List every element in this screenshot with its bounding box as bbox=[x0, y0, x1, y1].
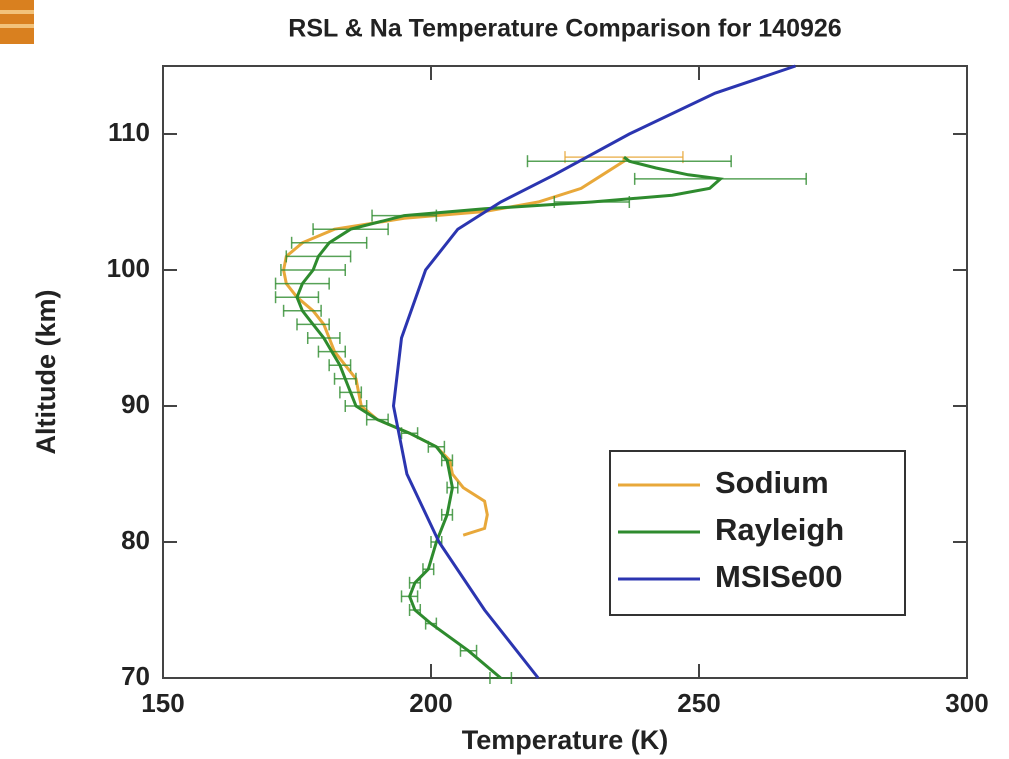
y-tick-label: 80 bbox=[121, 525, 150, 555]
x-tick-label: 250 bbox=[677, 688, 720, 718]
legend-label: MSISe00 bbox=[715, 559, 843, 594]
series-line bbox=[282, 157, 626, 537]
y-tick-label: 90 bbox=[121, 389, 150, 419]
y-tick-label: 100 bbox=[107, 253, 150, 283]
y-tick-label: 70 bbox=[121, 661, 150, 691]
logo-stripe bbox=[0, 10, 34, 14]
y-tick-label: 110 bbox=[108, 117, 150, 147]
x-tick-label: 150 bbox=[141, 688, 184, 718]
x-axis-label: Temperature (K) bbox=[462, 725, 669, 755]
logo-stripe bbox=[0, 24, 34, 28]
chart-title: RSL & Na Temperature Comparison for 1409… bbox=[288, 15, 841, 43]
x-tick-label: 200 bbox=[409, 688, 452, 718]
y-axis-label: Altitude (km) bbox=[31, 290, 61, 455]
series-line bbox=[391, 64, 796, 679]
legend-label: Rayleigh bbox=[715, 512, 844, 547]
logo-icon bbox=[0, 0, 34, 44]
series-line bbox=[295, 155, 724, 680]
legend-label: Sodium bbox=[715, 465, 829, 500]
plot-frame bbox=[162, 65, 968, 679]
x-tick-label: 300 bbox=[945, 688, 988, 718]
